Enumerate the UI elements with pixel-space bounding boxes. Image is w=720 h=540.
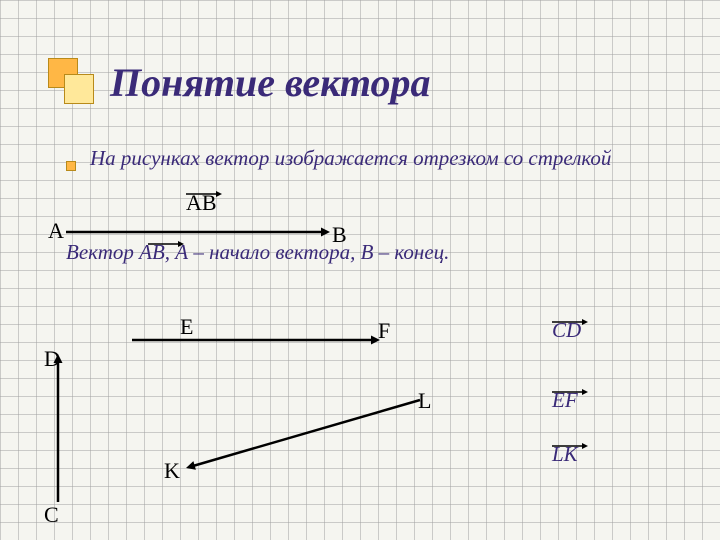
arrow-LK_name-head [582,443,588,449]
accent-square-front [64,74,94,104]
label-L: L [418,388,431,414]
arrow-AB_mark-head [216,191,222,197]
arrow-LK [191,400,420,466]
arrow-CD_name-head [582,319,588,325]
label-E: E [180,314,193,340]
label-C: C [44,502,59,528]
title-text: Понятие вектора [110,59,431,106]
arrow-EF_name-head [582,389,588,395]
arrow-LK-head [186,461,196,470]
vector-caption: Вектор АВ, А – начало вектора, В – конец… [66,240,449,265]
caption-rest: , А – начало вектора, В – конец. [165,240,450,264]
caption-vec: АВ [139,240,165,264]
vector-name-CD: CD [552,318,581,343]
label-AB_over: АВ [186,190,217,216]
bullet-line: На рисунках вектор изображается отрезком… [66,146,611,171]
title-accent-icon [48,58,96,106]
label-K: K [164,458,180,484]
slide-title: Понятие вектора [48,58,431,106]
vector-name-EF: EF [552,388,578,413]
label-B: В [332,222,347,248]
bullet-text: На рисунках вектор изображается отрезком… [90,146,611,171]
vector-name-LK: LK [552,442,578,467]
label-D: D [44,346,60,372]
label-F: F [378,318,390,344]
caption-prefix: Вектор [66,240,139,264]
arrow-AB-head [321,228,330,237]
label-A: А [48,218,64,244]
bullet-icon [66,161,76,171]
